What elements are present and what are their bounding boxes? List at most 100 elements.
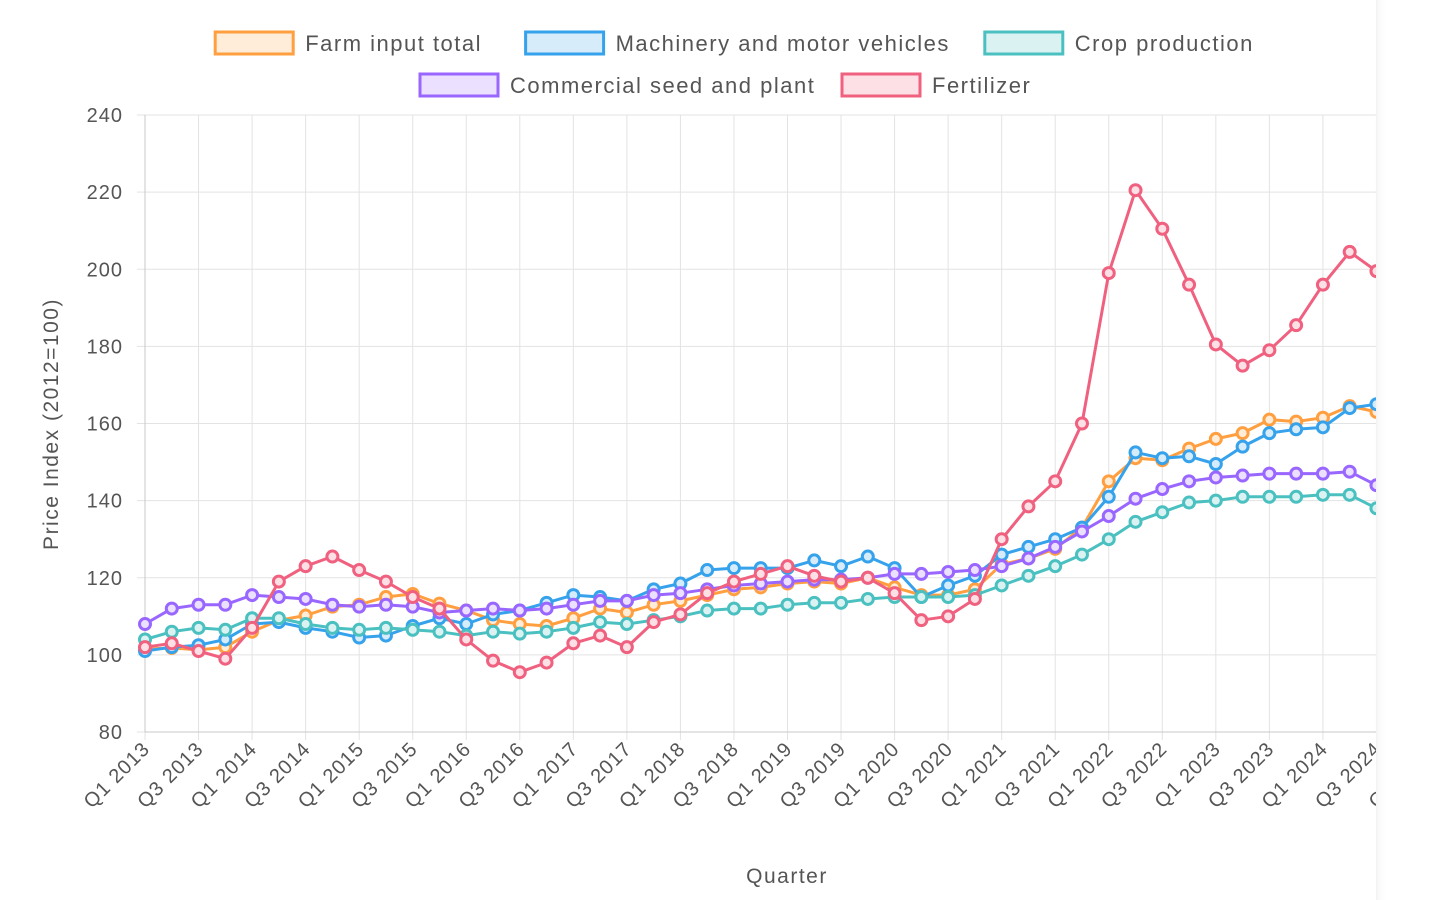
- data-point-fertilizer[interactable]: [726, 574, 741, 589]
- data-point-machinery-and-motor-vehicles[interactable]: [834, 559, 849, 574]
- data-point-crop-production[interactable]: [914, 590, 929, 605]
- data-point-crop-production[interactable]: [619, 617, 634, 632]
- data-point-crop-production[interactable]: [994, 578, 1009, 593]
- data-point-crop-production[interactable]: [566, 620, 581, 635]
- data-point-crop-production[interactable]: [941, 590, 956, 605]
- legend-item-fertilizer[interactable]: Fertilizer: [840, 72, 1031, 98]
- data-point-fertilizer[interactable]: [378, 574, 393, 589]
- data-point-crop-production[interactable]: [1262, 489, 1277, 504]
- data-point-fertilizer[interactable]: [325, 549, 340, 564]
- data-point-fertilizer[interactable]: [1128, 183, 1143, 198]
- legend-item-crop-production[interactable]: Crop production: [983, 30, 1254, 56]
- data-point-commercial-seed-and-plant[interactable]: [1208, 470, 1223, 485]
- data-point-commercial-seed-and-plant[interactable]: [1423, 458, 1437, 473]
- data-point-machinery-and-motor-vehicles[interactable]: [700, 563, 715, 578]
- data-point-crop-production[interactable]: [1155, 505, 1170, 520]
- data-point-fertilizer[interactable]: [405, 590, 420, 605]
- data-point-commercial-seed-and-plant[interactable]: [967, 563, 982, 578]
- data-point-machinery-and-motor-vehicles[interactable]: [807, 553, 822, 568]
- data-point-machinery-and-motor-vehicles[interactable]: [1021, 539, 1036, 554]
- data-point-crop-production[interactable]: [405, 622, 420, 637]
- data-point-commercial-seed-and-plant[interactable]: [486, 601, 501, 616]
- data-point-fertilizer[interactable]: [646, 615, 661, 630]
- data-point-crop-production[interactable]: [1074, 547, 1089, 562]
- legend-item-farm-input-total[interactable]: Farm input total: [213, 30, 482, 56]
- data-point-commercial-seed-and-plant[interactable]: [1128, 491, 1143, 506]
- data-point-commercial-seed-and-plant[interactable]: [914, 566, 929, 581]
- data-point-fertilizer[interactable]: [271, 574, 286, 589]
- data-point-crop-production[interactable]: [807, 595, 822, 610]
- data-point-machinery-and-motor-vehicles[interactable]: [1289, 422, 1304, 437]
- data-point-crop-production[interactable]: [512, 626, 527, 641]
- data-point-fertilizer[interactable]: [245, 620, 260, 635]
- data-point-farm-input-total[interactable]: [1235, 426, 1250, 441]
- data-point-farm-input-total[interactable]: [1396, 399, 1411, 414]
- data-point-fertilizer[interactable]: [138, 640, 152, 655]
- data-point-machinery-and-motor-vehicles[interactable]: [726, 561, 741, 576]
- data-point-crop-production[interactable]: [1396, 503, 1411, 518]
- data-point-fertilizer[interactable]: [566, 636, 581, 651]
- data-point-commercial-seed-and-plant[interactable]: [539, 601, 554, 616]
- data-point-crop-production[interactable]: [1369, 501, 1384, 516]
- data-point-commercial-seed-and-plant[interactable]: [1021, 551, 1036, 566]
- data-point-crop-production[interactable]: [1315, 487, 1330, 502]
- data-point-fertilizer[interactable]: [486, 653, 501, 668]
- data-point-commercial-seed-and-plant[interactable]: [1315, 466, 1330, 481]
- legend-item-machinery-and-motor-vehicles[interactable]: Machinery and motor vehicles: [524, 30, 950, 56]
- data-point-fertilizer[interactable]: [753, 566, 768, 581]
- data-point-fertilizer[interactable]: [1235, 358, 1250, 373]
- data-point-crop-production[interactable]: [378, 620, 393, 635]
- data-point-machinery-and-motor-vehicles[interactable]: [1155, 451, 1170, 466]
- data-point-fertilizer[interactable]: [593, 628, 608, 643]
- data-point-commercial-seed-and-plant[interactable]: [138, 617, 152, 632]
- data-point-commercial-seed-and-plant[interactable]: [593, 593, 608, 608]
- data-point-crop-production[interactable]: [191, 620, 206, 635]
- data-point-commercial-seed-and-plant[interactable]: [1101, 509, 1116, 524]
- data-point-machinery-and-motor-vehicles[interactable]: [860, 549, 875, 564]
- data-point-fertilizer[interactable]: [807, 568, 822, 583]
- data-point-commercial-seed-and-plant[interactable]: [191, 597, 206, 612]
- data-point-fertilizer[interactable]: [164, 636, 179, 651]
- data-point-commercial-seed-and-plant[interactable]: [352, 599, 367, 614]
- data-point-fertilizer[interactable]: [1262, 343, 1277, 358]
- data-point-fertilizer[interactable]: [298, 559, 313, 574]
- data-point-machinery-and-motor-vehicles[interactable]: [459, 617, 474, 632]
- data-point-commercial-seed-and-plant[interactable]: [1396, 480, 1411, 495]
- data-point-fertilizer[interactable]: [860, 570, 875, 585]
- data-point-farm-input-total[interactable]: [1423, 385, 1437, 400]
- data-point-crop-production[interactable]: [834, 595, 849, 610]
- data-point-commercial-seed-and-plant[interactable]: [1182, 474, 1197, 489]
- data-point-fertilizer[interactable]: [834, 574, 849, 589]
- data-point-commercial-seed-and-plant[interactable]: [1342, 464, 1357, 479]
- data-point-commercial-seed-and-plant[interactable]: [1048, 539, 1063, 554]
- data-point-crop-production[interactable]: [860, 591, 875, 606]
- data-point-commercial-seed-and-plant[interactable]: [218, 597, 233, 612]
- data-point-fertilizer[interactable]: [1315, 277, 1330, 292]
- data-point-crop-production[interactable]: [432, 624, 447, 639]
- data-point-fertilizer[interactable]: [512, 665, 527, 680]
- data-point-fertilizer[interactable]: [700, 586, 715, 601]
- data-point-crop-production[interactable]: [700, 603, 715, 618]
- data-point-fertilizer[interactable]: [432, 601, 447, 616]
- data-point-machinery-and-motor-vehicles[interactable]: [1262, 426, 1277, 441]
- data-point-machinery-and-motor-vehicles[interactable]: [1315, 420, 1330, 435]
- data-point-fertilizer[interactable]: [459, 632, 474, 647]
- data-point-machinery-and-motor-vehicles[interactable]: [1423, 358, 1437, 373]
- data-point-commercial-seed-and-plant[interactable]: [1369, 478, 1384, 493]
- data-point-crop-production[interactable]: [780, 597, 795, 612]
- data-point-commercial-seed-and-plant[interactable]: [1235, 468, 1250, 483]
- legend-item-commercial-seed-and-plant[interactable]: Commercial seed and plant: [418, 72, 815, 98]
- data-point-fertilizer[interactable]: [1074, 416, 1089, 431]
- data-point-fertilizer[interactable]: [1208, 337, 1223, 352]
- data-point-crop-production[interactable]: [1342, 487, 1357, 502]
- data-point-commercial-seed-and-plant[interactable]: [512, 603, 527, 618]
- data-point-farm-input-total[interactable]: [619, 605, 634, 620]
- data-point-commercial-seed-and-plant[interactable]: [780, 574, 795, 589]
- data-point-commercial-seed-and-plant[interactable]: [378, 597, 393, 612]
- data-point-fertilizer[interactable]: [352, 563, 367, 578]
- data-point-fertilizer[interactable]: [887, 586, 902, 601]
- data-point-machinery-and-motor-vehicles[interactable]: [1208, 456, 1223, 471]
- data-point-fertilizer[interactable]: [914, 613, 929, 628]
- data-point-crop-production[interactable]: [1289, 489, 1304, 504]
- data-point-machinery-and-motor-vehicles[interactable]: [1396, 387, 1411, 402]
